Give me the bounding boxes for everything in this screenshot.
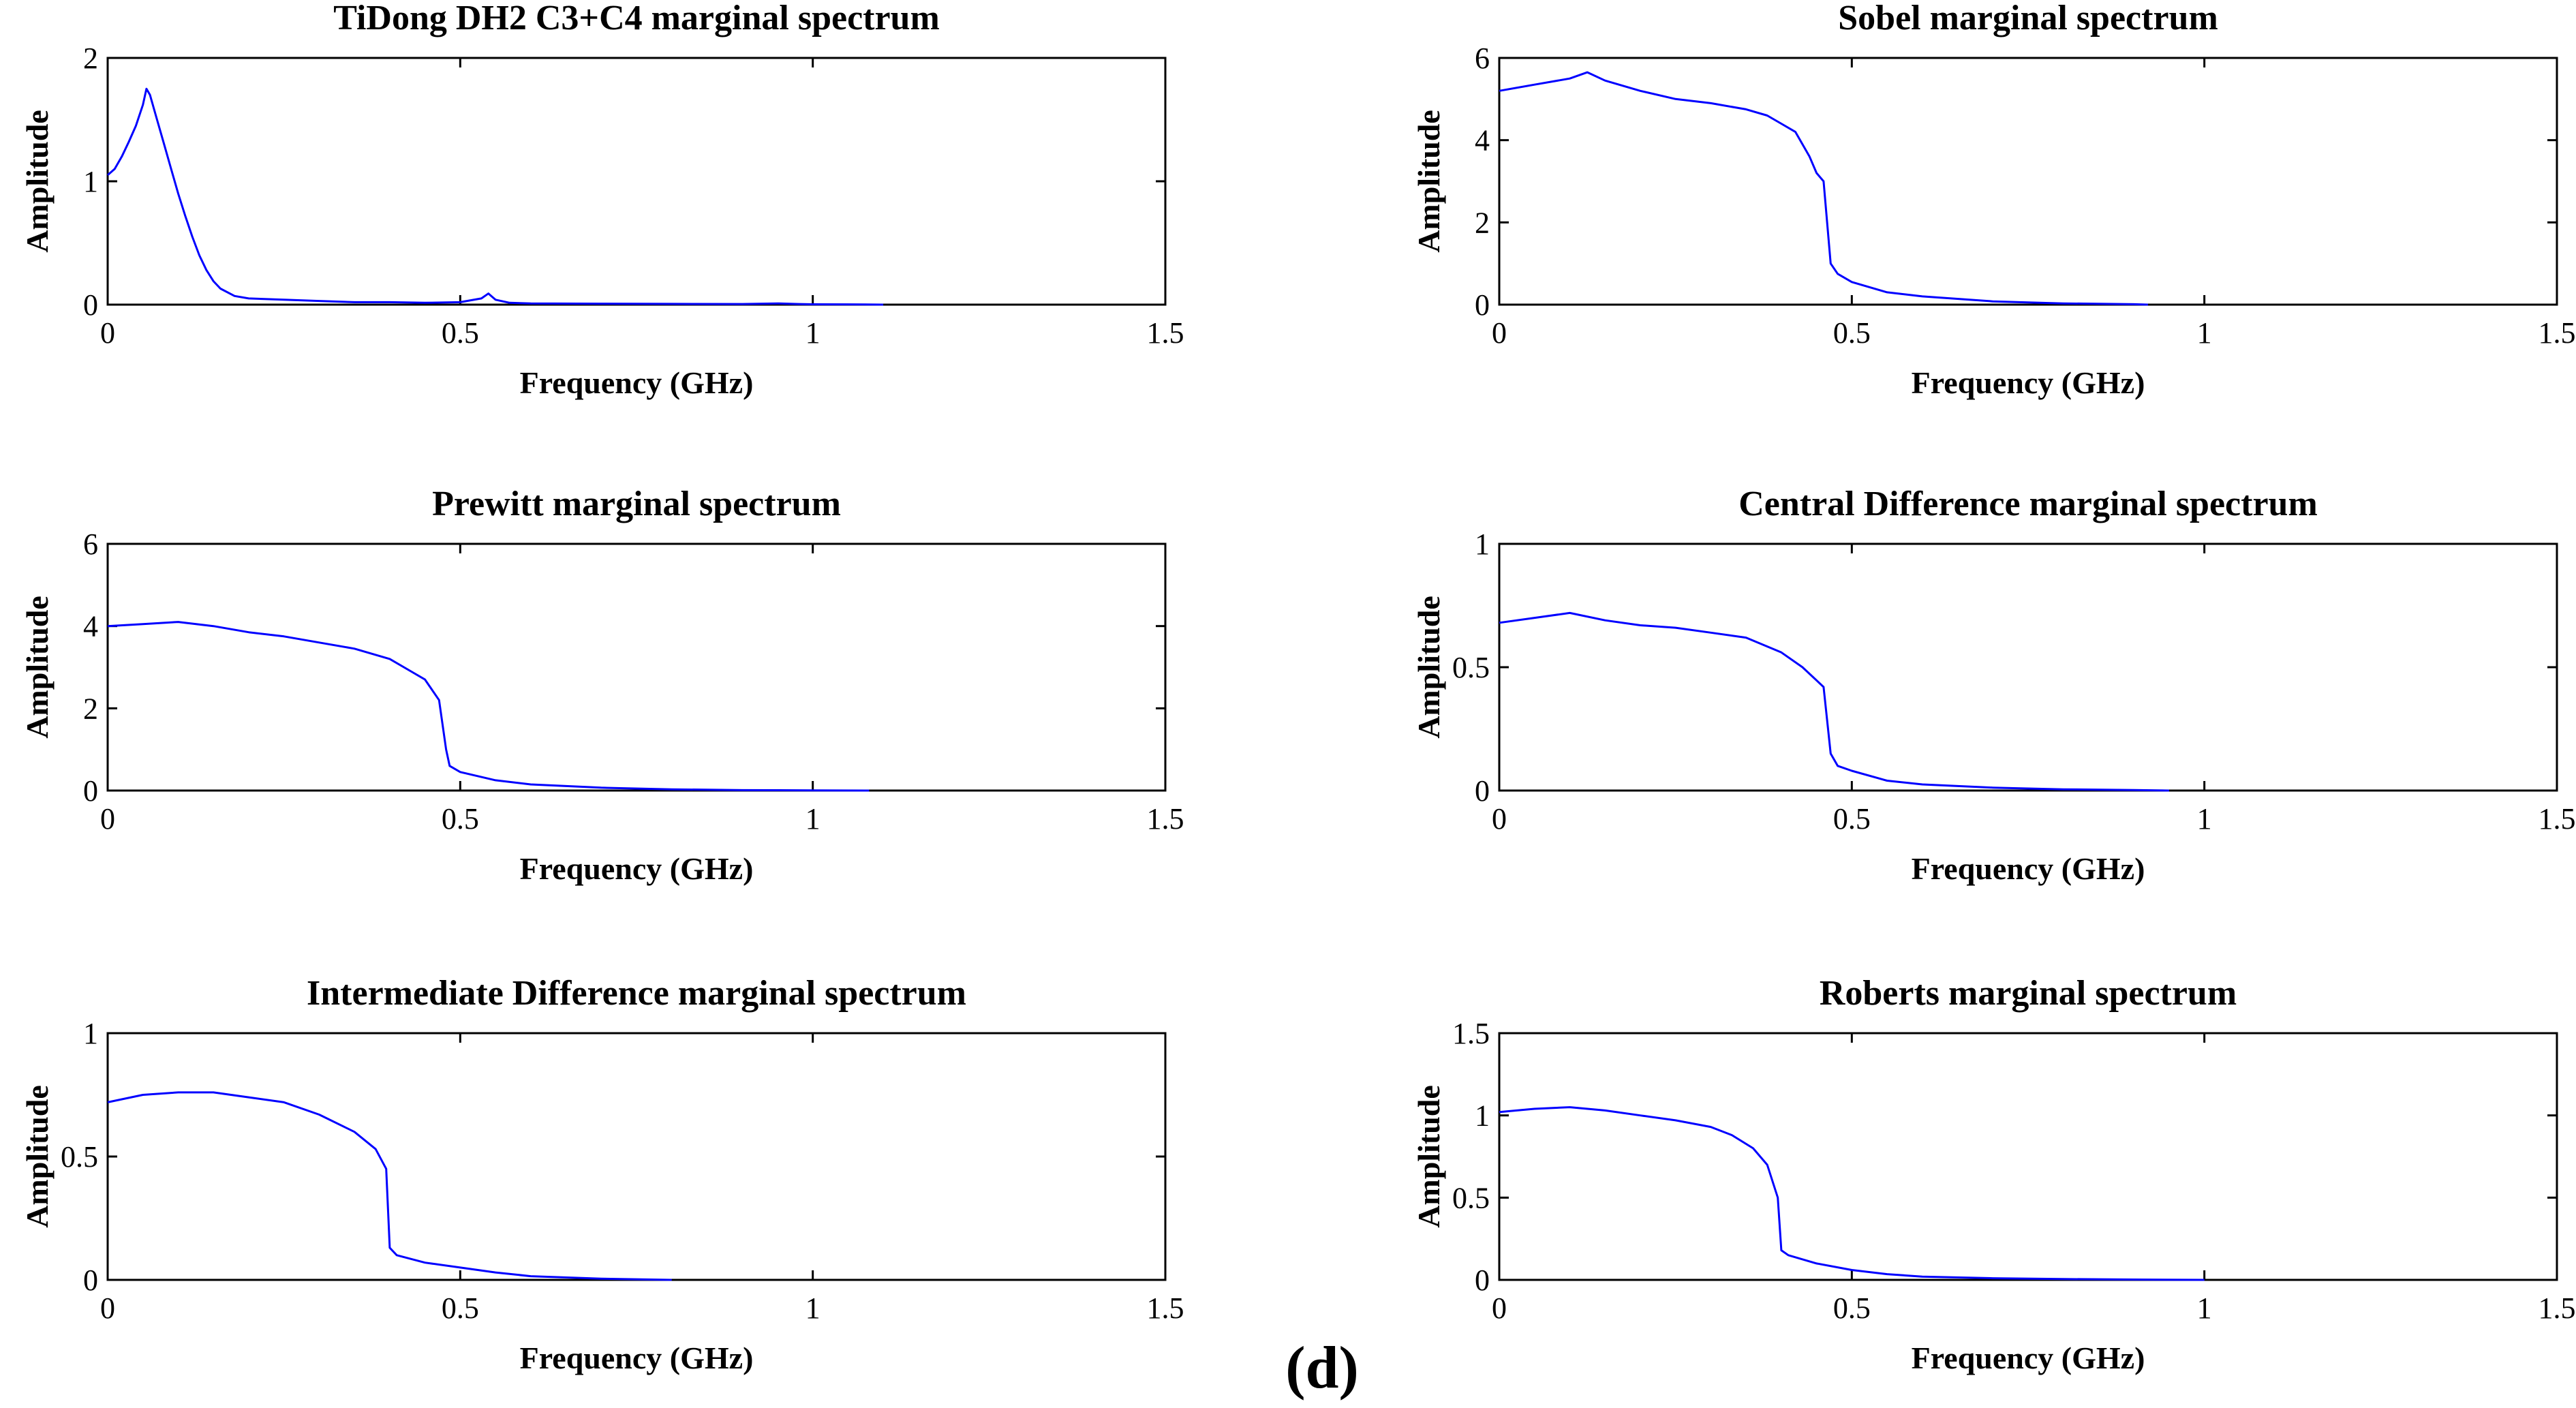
x-tick-label: 0 xyxy=(100,316,115,350)
chart-title: TiDong DH2 C3+C4 marginal spectrum xyxy=(333,0,940,37)
axes-frame xyxy=(106,1032,1167,1281)
chart-title: Sobel marginal spectrum xyxy=(1838,0,2218,37)
x-tick-label: 1 xyxy=(2197,1291,2212,1325)
y-tick-label: 1 xyxy=(83,165,98,198)
x-tick-label: 0 xyxy=(100,1291,115,1325)
axes-frame xyxy=(106,57,1167,306)
x-axis-label: Frequency (GHz) xyxy=(520,365,754,400)
chart-title: Intermediate Difference marginal spectru… xyxy=(307,974,966,1013)
x-axis-label: Frequency (GHz) xyxy=(1912,1341,2145,1375)
y-tick-label: 1.5 xyxy=(1452,1017,1490,1050)
x-tick-label: 1.5 xyxy=(1147,1291,1184,1325)
x-tick-label: 1.5 xyxy=(2539,316,2576,350)
y-tick-label: 6 xyxy=(83,527,98,561)
y-tick-label: 1 xyxy=(1475,527,1490,561)
chart-panel-5: 0 0.5 1 1.5 0 0.5 1 Intermediate Difference mar… xyxy=(20,974,1184,1375)
chart-title: Roberts marginal spectrum xyxy=(1820,974,2237,1013)
series-line-1 xyxy=(107,621,870,792)
series-line-1 xyxy=(1499,611,2169,792)
y-tick-label: 1 xyxy=(1475,1099,1490,1133)
x-tick-label: 1.5 xyxy=(2539,1291,2576,1325)
axes-frame xyxy=(1498,1032,2558,1281)
x-tick-label: 0.5 xyxy=(1833,316,1871,350)
series-line-1 xyxy=(107,1091,672,1281)
chart-title: Prewitt marginal spectrum xyxy=(432,485,841,523)
y-tick-label: 0 xyxy=(1475,774,1490,808)
y-tick-label: 6 xyxy=(1475,42,1490,75)
x-tick-label: 1 xyxy=(806,802,821,836)
x-axis-label: Frequency (GHz) xyxy=(1912,365,2145,400)
x-tick-label: 0.5 xyxy=(1833,802,1871,836)
y-axis-label: Amplitude xyxy=(1411,1085,1446,1228)
x-tick-label: 1 xyxy=(806,1291,821,1325)
y-tick-label: 0 xyxy=(83,774,98,808)
x-tick-label: 1 xyxy=(806,316,821,350)
y-axis-label: Amplitude xyxy=(20,110,55,253)
x-tick-label: 1.5 xyxy=(2539,802,2576,836)
y-tick-label: 0 xyxy=(1475,288,1490,322)
series-line-1 xyxy=(107,87,884,306)
y-axis-label: Amplitude xyxy=(1411,110,1446,253)
x-tick-label: 1.5 xyxy=(1147,316,1184,350)
y-tick-label: 2 xyxy=(1475,206,1490,239)
y-tick-label: 4 xyxy=(83,610,98,643)
x-axis-label: Frequency (GHz) xyxy=(1912,851,2145,886)
chart-panel-1: 0 0.5 1 1.5 0 1 2 TiDong DH2 C3+C4 marginal spe… xyxy=(20,0,1184,400)
x-axis-label: Frequency (GHz) xyxy=(520,1341,754,1375)
x-axis-label: Frequency (GHz) xyxy=(520,851,754,886)
x-tick-label: 1 xyxy=(2197,316,2212,350)
y-tick-label: 4 xyxy=(1475,124,1490,157)
axes-frame xyxy=(1498,542,2558,792)
y-tick-label: 0.5 xyxy=(1452,1181,1490,1214)
y-tick-label: 2 xyxy=(83,692,98,725)
panel-label: (d) xyxy=(1285,1335,1359,1401)
chart-panel-2: 0 0.5 1 1.5 0 2 4 6 Sobel marginal spectrum Frequ… xyxy=(1411,0,2576,400)
x-tick-label: 0.5 xyxy=(442,1291,479,1325)
y-tick-label: 1 xyxy=(83,1017,98,1050)
axes-frame xyxy=(106,542,1167,792)
y-tick-label: 0.5 xyxy=(1452,651,1490,684)
y-tick-label: 2 xyxy=(83,42,98,75)
x-tick-label: 1 xyxy=(2197,802,2212,836)
chart-panel-6: 0 0.5 1 1.5 0 0.5 1 1.5 Roberts marginal spectru… xyxy=(1411,974,2576,1375)
x-tick-label: 0 xyxy=(1492,316,1507,350)
x-tick-label: 1.5 xyxy=(1147,802,1184,836)
y-axis-label: Amplitude xyxy=(1411,596,1446,739)
y-tick-label: 0.5 xyxy=(61,1140,98,1174)
y-axis-label: Amplitude xyxy=(20,1085,55,1228)
x-tick-label: 0.5 xyxy=(442,802,479,836)
y-axis-label: Amplitude xyxy=(20,596,55,739)
series-line-1 xyxy=(1499,1106,2205,1281)
series-line-1 xyxy=(1499,71,2148,306)
axes-frame xyxy=(1498,57,2558,306)
x-tick-label: 0.5 xyxy=(1833,1291,1871,1325)
x-tick-label: 0 xyxy=(1492,802,1507,836)
y-tick-label: 0 xyxy=(1475,1264,1490,1297)
chart-title: Central Difference marginal spectrum xyxy=(1738,485,2318,523)
chart-panel-3: 0 0.5 1 1.5 0 2 4 6 Prewitt marginal spectrum Fre… xyxy=(20,485,1184,886)
x-tick-label: 0 xyxy=(100,802,115,836)
y-tick-label: 0 xyxy=(83,1264,98,1297)
y-tick-label: 0 xyxy=(83,288,98,322)
x-tick-label: 0 xyxy=(1492,1291,1507,1325)
x-tick-label: 0.5 xyxy=(442,316,479,350)
chart-panel-4: 0 0.5 1 1.5 0 0.5 1 Central Difference marginal… xyxy=(1411,485,2576,886)
